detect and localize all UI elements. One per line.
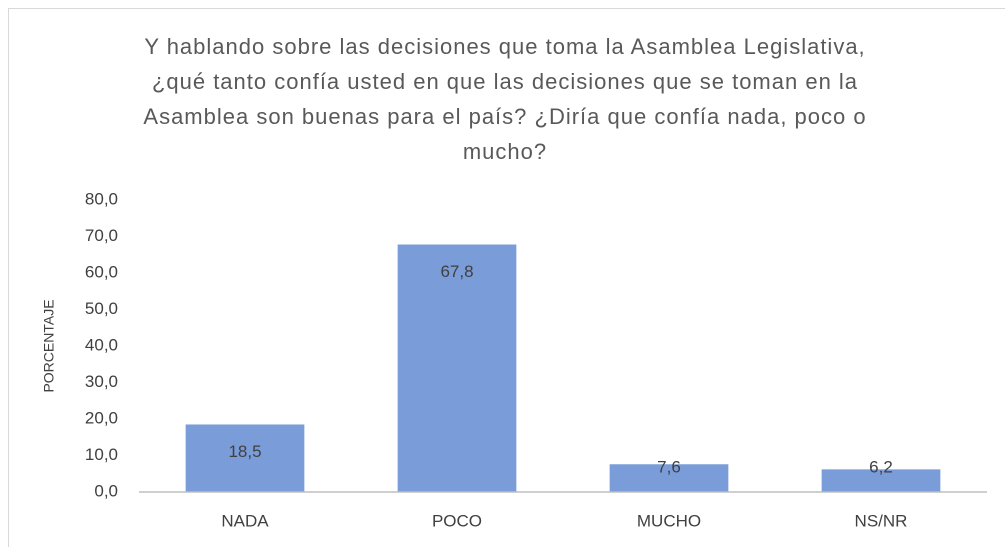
data-label: 6,2 [869,457,893,476]
data-label: 7,6 [657,457,681,476]
y-tick-label: 50,0 [85,299,118,318]
x-tick-label: MUCHO [637,511,701,530]
y-tick-label: 80,0 [85,189,118,208]
y-axis-label: PORCENTAJE [41,299,57,392]
x-tick-label: NS/NR [855,511,908,530]
y-tick-label: 60,0 [85,262,118,281]
y-tick-label: 20,0 [85,408,118,427]
chart-title: Y hablando sobre las decisiones que toma… [143,34,867,164]
bar [397,244,517,492]
bar [185,424,305,492]
y-tick-label: 30,0 [85,372,118,391]
bar [609,464,729,492]
y-tick-label: 70,0 [85,226,118,245]
chart-frame [8,8,1005,547]
x-tick-label: POCO [432,511,482,530]
y-tick-label: 40,0 [85,335,118,354]
y-tick-label: 0,0 [94,481,118,500]
data-label: 18,5 [228,442,261,461]
data-label: 67,8 [440,262,473,281]
y-tick-label: 10,0 [85,445,118,464]
bar [821,469,941,492]
x-tick-label: NADA [221,511,269,530]
